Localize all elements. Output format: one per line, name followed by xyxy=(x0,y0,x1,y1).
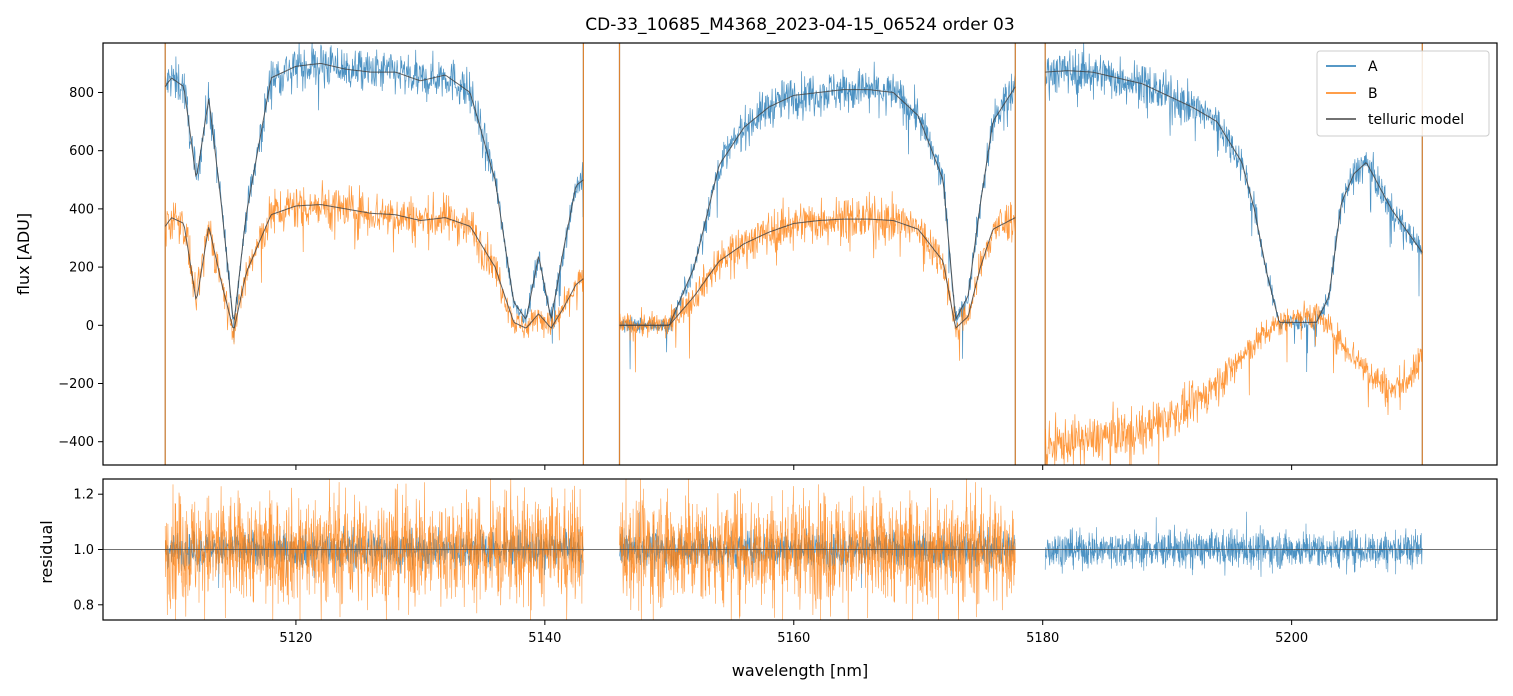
flux-line-telluric-model-segment-3 xyxy=(619,86,1016,326)
x-tick-label: 5200 xyxy=(1275,631,1308,646)
flux-y-tick-label: 0 xyxy=(86,319,94,334)
flux-y-tick-label: 800 xyxy=(69,86,94,101)
flux-plot-background xyxy=(103,43,1497,465)
legend: A B telluric model xyxy=(1316,50,1490,137)
flux-y-ticks: −400 −200 0 200 400 600 800 xyxy=(58,86,103,450)
chart-title: CD-33_10685_M4368_2023-04-15_06524 order… xyxy=(585,15,1014,35)
residual-y-tick-label: 0.8 xyxy=(73,598,94,613)
residual-plot-frame xyxy=(102,478,1498,621)
flux-y-axis-label: flux [ADU] xyxy=(14,213,33,295)
flux-line-telluric-model-segment-2 xyxy=(164,204,584,329)
residual-y-ticks: 0.8 1.0 1.2 xyxy=(73,488,103,613)
residual-line-b-segment-1 xyxy=(164,478,584,621)
x-tick-label: 5160 xyxy=(777,631,810,646)
x-axis-label: wavelength [nm] xyxy=(732,661,869,680)
flux-line-telluric-model-segment-1 xyxy=(164,63,584,321)
residual-panel: 0.81.01.2 5120 5140 5160 5180 5200 residual … xyxy=(37,478,1498,680)
residual-y-axis-label: residual xyxy=(37,520,56,583)
residual-y-tick-label: 1.0 xyxy=(73,543,94,558)
legend-box xyxy=(1316,50,1490,137)
residual-x-ticks: 5120 5140 5160 5180 5200 xyxy=(279,620,1308,646)
flux-y-tick-label: 200 xyxy=(69,261,94,276)
legend-label-model: telluric model xyxy=(1368,112,1464,128)
legend-label-b: B xyxy=(1368,86,1378,102)
x-tick-label: 5120 xyxy=(279,631,312,646)
x-tick-label: 5180 xyxy=(1026,631,1059,646)
flux-y-tick-label: −200 xyxy=(58,377,94,392)
flux-panel: −400 −200 0 200 400 600 800 flux [ADU] A B tel… xyxy=(14,42,1498,470)
flux-line-b-segment-2 xyxy=(619,191,1016,373)
flux-line-b-segment-3 xyxy=(1044,300,1423,466)
x-tick-label: 5140 xyxy=(528,631,561,646)
legend-label-a: A xyxy=(1368,59,1378,75)
flux-x-ticks xyxy=(295,465,1293,470)
flux-line-telluric-model-segment-5 xyxy=(1045,70,1423,323)
flux-y-tick-label: 600 xyxy=(69,144,94,159)
residual-line-b-segment-2 xyxy=(619,478,1016,621)
flux-series-group xyxy=(164,42,1423,466)
flux-plot-frame xyxy=(102,42,1498,466)
flux-y-tick-label: −400 xyxy=(58,435,94,450)
flux-line-telluric-model-segment-4 xyxy=(619,217,1016,329)
residual-y-tick-label: 1.2 xyxy=(73,488,94,503)
flux-y-tick-label: 400 xyxy=(69,202,94,217)
